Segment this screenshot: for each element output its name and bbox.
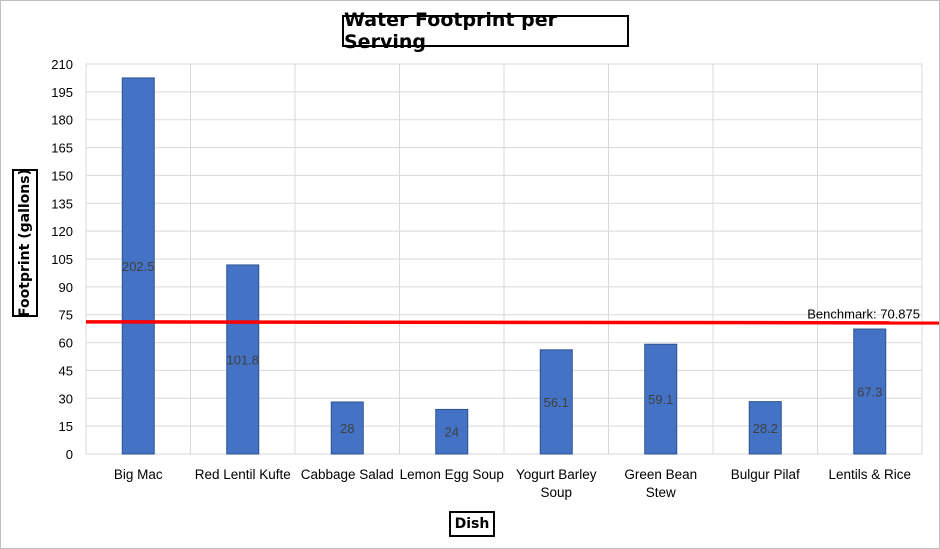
x-category-label: Yogurt Barley Soup: [516, 467, 597, 500]
bar: [644, 343, 678, 455]
y-tick-label: 105: [51, 252, 73, 267]
y-tick-label: 195: [51, 85, 73, 100]
x-category-label: Lentils & Rice: [828, 467, 911, 482]
chart-title: Water Footprint per Serving: [342, 9, 629, 53]
x-category-label: Bulgur Pilaf: [731, 467, 800, 482]
data-label: 67.3: [857, 385, 882, 400]
bar: [435, 408, 469, 455]
bar: [539, 349, 573, 455]
y-tick-label: 180: [51, 113, 73, 128]
bars: [121, 77, 887, 455]
y-tick-label: 45: [59, 363, 73, 378]
y-tick-label: 90: [59, 280, 73, 295]
data-label: 28: [340, 421, 354, 436]
x-category-label: Big Mac: [114, 467, 163, 482]
benchmark-line: [85, 320, 939, 325]
y-tick-label: 150: [51, 168, 73, 183]
data-label: 101.8: [226, 352, 259, 367]
x-category-label: Lemon Egg Soup: [400, 467, 504, 482]
data-labels: 202.5 101.8 28 24 56.1 59.1 28.2 67.3: [122, 259, 882, 440]
y-tick-label: 75: [59, 308, 73, 323]
gridlines: [85, 63, 923, 455]
data-label: 202.5: [122, 259, 155, 274]
data-label: 24: [445, 425, 459, 440]
benchmark-label: Benchmark: 70.875: [807, 306, 920, 321]
x-category-label: Cabbage Salad: [301, 467, 394, 482]
data-label: 59.1: [648, 392, 673, 407]
y-tick-labels: 0 15 30 45 60 75 90 105 120 135 150 165 180 195 210: [51, 57, 73, 462]
y-tick-label: 120: [51, 224, 73, 239]
y-axis-title: Footprint (gallons): [17, 169, 33, 317]
y-tick-label: 0: [66, 447, 73, 462]
x-category-labels: Big Mac Red Lentil Kufte Cabbage Salad Lemo…: [114, 467, 911, 500]
bar: [330, 401, 364, 455]
y-tick-label: 15: [59, 419, 73, 434]
y-axis-title-box: Footprint (gallons): [12, 169, 38, 317]
y-tick-label: 165: [51, 141, 73, 156]
bar: [748, 401, 782, 455]
data-label: 28.2: [753, 421, 778, 436]
y-tick-label: 210: [51, 57, 73, 72]
y-tick-label: 60: [59, 336, 73, 351]
x-axis-title: Dish: [449, 511, 495, 537]
bar: [853, 328, 887, 455]
x-category-label: Green Bean Stew: [624, 467, 697, 500]
data-label: 56.1: [544, 395, 569, 410]
y-tick-label: 30: [59, 391, 73, 406]
x-category-label: Red Lentil Kufte: [195, 467, 291, 482]
benchmark: Benchmark: 70.875: [85, 306, 939, 325]
bar: [226, 264, 260, 455]
bar: [121, 77, 155, 455]
y-tick-label: 135: [51, 196, 73, 211]
